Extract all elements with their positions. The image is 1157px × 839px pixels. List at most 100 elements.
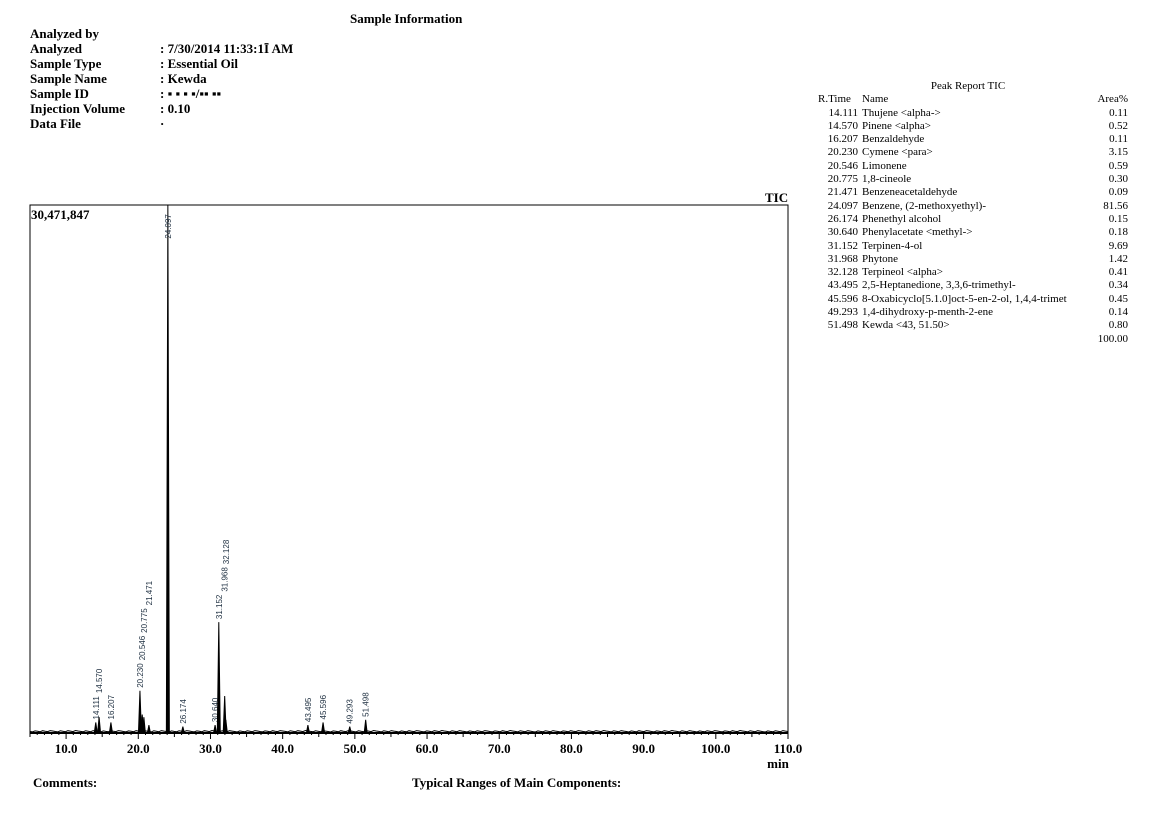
compound-name: Phenethyl alcohol [862, 212, 942, 225]
info-value: · [160, 116, 165, 131]
x-tick-label: 50.0 [343, 741, 366, 756]
table-row: 21.471 Benzeneacetaldehyde 0.09 [818, 186, 1128, 199]
compound-name: Terpinen-4-ol [862, 239, 923, 252]
table-row: 43.495 2,5-Heptanedione, 3,3,6-trimethyl-… [818, 279, 1128, 292]
info-label: Sample Name [30, 71, 107, 86]
area-percent: 0.41 [1108, 266, 1128, 279]
rtime: 14.570 [827, 119, 858, 132]
peak [216, 622, 221, 734]
peak-label: 51.498 [362, 692, 371, 717]
area-percent: 0.34 [1108, 279, 1128, 292]
peak [180, 726, 185, 734]
typical-ranges-label: Typical Ranges of Main Components: [412, 775, 622, 790]
compound-name: Kewda <43, 51.50> [862, 319, 950, 332]
table-row: 45.596 8-Oxabicyclo[5.1.0]oct-5-en-2-ol, … [818, 293, 1128, 306]
area-percent: 0.59 [1108, 159, 1128, 172]
info-row: Sample Type : Essential Oil [30, 56, 293, 71]
peak [213, 724, 218, 734]
area-percent: 0.14 [1108, 306, 1128, 319]
info-row: Sample ID : ▪ ▪ ▪ ▪/▪▪ ▪▪ [30, 86, 293, 101]
area-percent: 9.69 [1108, 239, 1128, 252]
rtime: 30.640 [827, 226, 858, 239]
peak-label: 49.293 [346, 699, 355, 724]
compound-name: Terpineol <alpha> [862, 266, 943, 279]
info-value: : Essential Oil [160, 56, 239, 71]
peak-report-title: Peak Report TIC [930, 80, 1006, 92]
peak-label: 14.111 [92, 696, 101, 720]
peak-label: 26.174 [179, 699, 188, 724]
peak [137, 690, 142, 734]
peak [223, 719, 228, 734]
peak-report-header: R.Time Name Area% [818, 93, 1128, 106]
info-row: Analyzed by [30, 26, 293, 41]
peak [321, 722, 326, 734]
area-percent: 0.18 [1108, 226, 1128, 239]
area-percent: 1.42 [1108, 252, 1128, 265]
peak-label: 45.596 [319, 694, 328, 719]
compound-name: Limonene [862, 159, 907, 172]
x-axis-label: min [767, 756, 789, 771]
peak-label: 32.128 [222, 539, 231, 564]
table-row: 20.230 Cymene <para> 3.15 [818, 146, 1128, 159]
table-row: 26.174 Phenethyl alcohol 0.15 [818, 213, 1128, 226]
compound-name: 2,5-Heptanedione, 3,3,6-trimethyl- [862, 279, 1016, 292]
rtime: 31.152 [827, 239, 858, 252]
rtime: 32.128 [827, 266, 858, 279]
table-row: 31.968 Phytone 1.42 [818, 253, 1128, 266]
area-percent: 0.09 [1108, 186, 1128, 199]
compound-name: Benzaldehyde [862, 133, 925, 146]
peak-label: 21.471 [145, 580, 154, 605]
table-row: 24.097 Benzene, (2-methoxyethyl)- 81.56 [818, 200, 1128, 213]
x-tick-label: 10.0 [55, 741, 78, 756]
x-tick-label: 40.0 [271, 741, 294, 756]
info-label: Sample ID [30, 86, 89, 101]
peak [305, 724, 310, 734]
x-tick-label: 110.0 [774, 741, 803, 756]
peak-label: 20.546 [138, 635, 147, 660]
col-rtime: R.Time [818, 93, 851, 106]
table-row: 20.775 1,8-cineole 0.30 [818, 173, 1128, 186]
area-percent: 0.15 [1108, 212, 1128, 225]
peak [347, 726, 352, 734]
table-row: 20.546 Limonene 0.59 [818, 160, 1128, 173]
peak [363, 719, 368, 734]
area-percent: 0.45 [1108, 292, 1128, 305]
peak-label: 24.097 [164, 214, 173, 239]
compound-name: 1,4-dihydroxy-p-menth-2-ene [862, 306, 994, 319]
rtime: 16.207 [827, 133, 858, 146]
x-tick-label: 80.0 [560, 741, 583, 756]
compound-name: 1,8-cineole [862, 173, 912, 186]
rtime: 31.968 [827, 252, 858, 265]
info-label: Sample Type [30, 56, 102, 71]
rtime: 20.546 [827, 159, 858, 172]
area-percent: 0.11 [1109, 106, 1128, 119]
info-value: : ▪ ▪ ▪ ▪/▪▪ ▪▪ [160, 86, 222, 101]
rtime: 45.596 [827, 292, 858, 305]
area-percent: 0.52 [1108, 119, 1128, 132]
x-tick-label: 60.0 [416, 741, 439, 756]
info-row: Sample Name: Kewda [30, 71, 293, 86]
area-percent: 0.30 [1108, 173, 1128, 186]
peak-label: 43.495 [304, 697, 313, 722]
rtime: 43.495 [827, 279, 858, 292]
peak-report: Peak Report TIC R.Time Name Area% 14.111… [818, 80, 1128, 346]
x-tick-label: 100.0 [701, 741, 730, 756]
rtime: 51.498 [827, 319, 858, 332]
rtime: 49.293 [827, 306, 858, 319]
peak-label: 16.207 [107, 694, 116, 719]
area-percent: 0.80 [1108, 319, 1128, 332]
x-tick-label: 20.0 [127, 741, 150, 756]
page-title: Sample Information [350, 11, 463, 26]
peak-label: 31.968 [221, 567, 230, 592]
baseline-trace [29, 729, 789, 733]
compound-name: Benzeneacetaldehyde [862, 186, 958, 199]
total-area: 100.00 [1097, 332, 1128, 345]
x-tick-label: 70.0 [488, 741, 511, 756]
table-row: 51.498 Kewda <43, 51.50> 0.80 [818, 319, 1128, 332]
table-row: 16.207 Benzaldehyde 0.11 [818, 133, 1128, 146]
info-row: Data File · [30, 116, 293, 131]
info-label: Analyzed [30, 41, 82, 56]
compound-name: Cymene <para> [862, 146, 933, 159]
